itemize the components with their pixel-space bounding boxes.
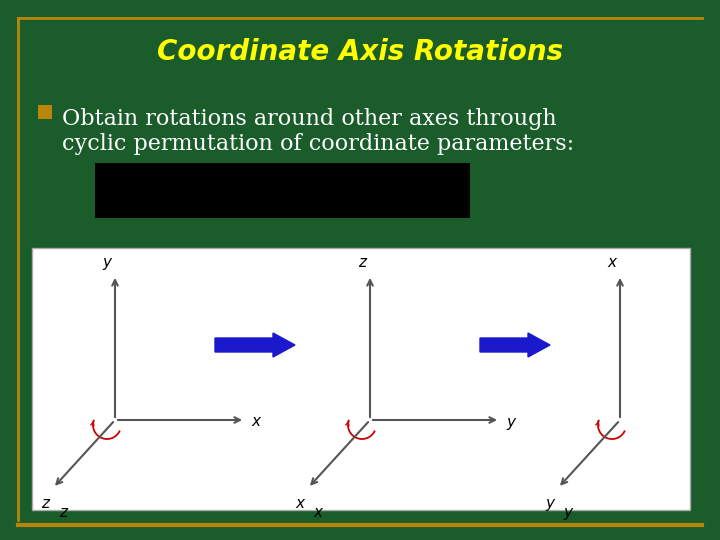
Text: x: x [251,415,260,429]
Text: y: y [102,255,112,270]
Text: z: z [41,496,49,511]
Text: z: z [358,255,366,270]
Text: cyclic permutation of coordinate parameters:: cyclic permutation of coordinate paramet… [62,133,574,155]
Text: z: z [59,505,67,520]
Bar [95,163,470,218]
Text: x: x [313,505,323,520]
Text: x: x [295,496,304,511]
FancyArrow shape [215,333,295,357]
Text: y: y [564,505,572,520]
Bar [32,248,690,510]
Text: y: y [506,415,515,429]
Text: y: y [545,496,554,511]
Text: Coordinate Axis Rotations: Coordinate Axis Rotations [157,38,563,66]
Bar [38,105,52,119]
FancyArrow shape [480,333,550,357]
Text: x: x [608,255,616,270]
Text: Obtain rotations around other axes through: Obtain rotations around other axes throu… [62,108,557,130]
